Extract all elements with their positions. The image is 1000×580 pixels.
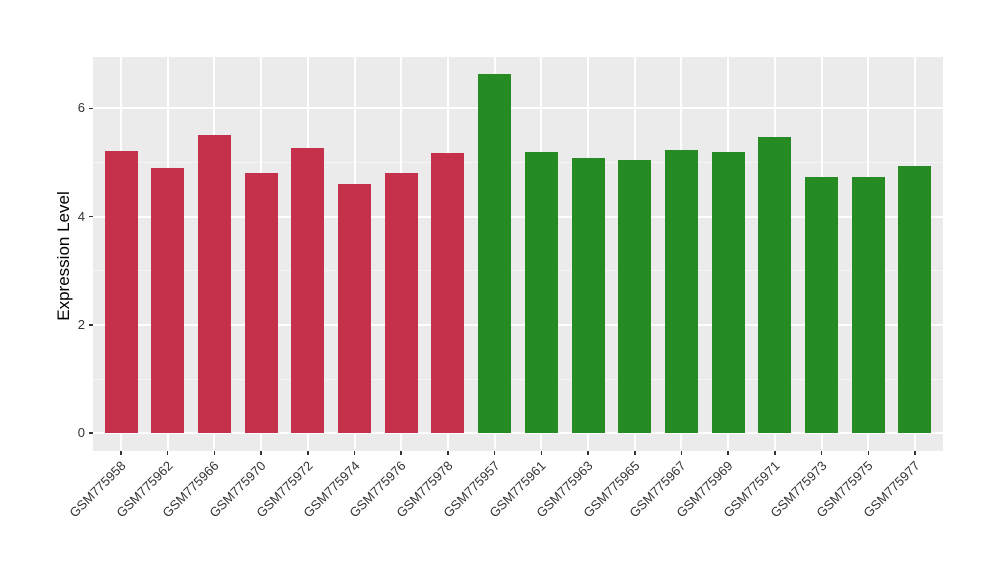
bar-GSM775963 (571, 157, 605, 434)
x-axis-tick (587, 451, 589, 455)
gridline-minor-horizontal (93, 378, 943, 380)
y-tick-label: 0 (77, 425, 85, 441)
gridline-major-horizontal (93, 215, 943, 218)
bar-GSM775957 (478, 74, 512, 434)
x-axis-tick (447, 451, 449, 455)
y-axis-title: Expression Level (54, 191, 73, 321)
y-tick-label: 4 (77, 208, 85, 224)
x-axis-tick (120, 451, 122, 455)
x-tick-label: GSM775972 (253, 458, 316, 521)
x-axis-tick (867, 451, 870, 455)
x-axis-tick (213, 451, 216, 455)
x-axis-tick (353, 451, 356, 455)
bar-GSM775965 (618, 159, 652, 434)
y-axis-tick (89, 107, 93, 110)
x-tick-label: GSM775977 (860, 458, 923, 521)
gridline-minor-horizontal (93, 162, 943, 164)
x-axis-tick (307, 451, 309, 455)
x-axis-tick (727, 451, 729, 455)
x-axis-tick (820, 451, 823, 455)
bar-GSM775976 (384, 173, 418, 434)
bar-GSM775972 (291, 148, 325, 434)
x-axis-tick (540, 451, 543, 455)
bar-GSM775978 (431, 152, 465, 434)
bar-GSM775966 (197, 135, 231, 434)
x-axis-tick (914, 451, 916, 455)
y-tick-label: 6 (77, 100, 85, 116)
gridline-major-horizontal (93, 323, 943, 326)
y-axis-tick (89, 324, 93, 326)
gridline-major-horizontal (93, 107, 943, 110)
x-tick-label: GSM775958 (66, 458, 129, 521)
bar-GSM775969 (711, 151, 745, 434)
bar-GSM775962 (151, 167, 185, 434)
bar-GSM775975 (851, 176, 885, 434)
gridline-major-horizontal (93, 432, 943, 435)
bar-GSM775961 (524, 151, 558, 434)
x-axis-tick (774, 451, 776, 455)
x-axis-tick (680, 451, 683, 455)
plot-panel (93, 57, 943, 451)
bar-GSM775967 (664, 150, 698, 434)
x-axis-tick (634, 451, 636, 455)
y-axis-tick (89, 215, 93, 218)
y-tick-label: 2 (77, 316, 85, 332)
bar-GSM775974 (338, 183, 372, 434)
x-axis-tick (493, 451, 496, 455)
bar-GSM775973 (805, 176, 839, 434)
x-axis-tick (400, 451, 402, 455)
x-axis-tick (166, 451, 169, 455)
bar-GSM775971 (758, 137, 792, 434)
y-axis-tick (89, 432, 93, 434)
x-tick-label: GSM775978 (393, 458, 456, 521)
x-axis-tick (260, 451, 262, 455)
x-tick-label: GSM775963 (533, 458, 596, 521)
gridline-minor-horizontal (93, 270, 943, 272)
x-tick-label: GSM775971 (720, 458, 783, 521)
bar-GSM775958 (104, 151, 138, 434)
bar-GSM775970 (244, 173, 278, 434)
bar-GSM775977 (898, 165, 932, 434)
